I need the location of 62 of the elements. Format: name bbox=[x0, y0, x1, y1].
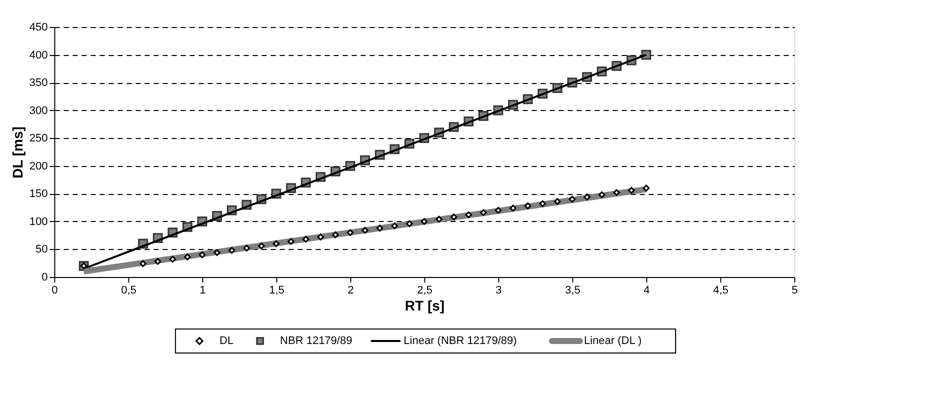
y-tick-label: 250 bbox=[29, 132, 48, 145]
x-tick-label: 1 bbox=[200, 284, 206, 296]
legend-label: Linear (NBR 12179/89) bbox=[404, 335, 517, 347]
point bbox=[524, 202, 532, 210]
x-tick-label: 2,5 bbox=[417, 284, 432, 296]
point bbox=[598, 191, 606, 198]
point bbox=[554, 198, 561, 205]
y-tick-label: 200 bbox=[29, 160, 48, 172]
point bbox=[332, 231, 339, 238]
point bbox=[510, 204, 516, 212]
point bbox=[465, 211, 472, 218]
x-tick-label: 3 bbox=[496, 284, 502, 296]
y-axis-title: DL [ms] bbox=[9, 126, 26, 178]
y-tick-label: 450 bbox=[29, 22, 48, 34]
point bbox=[258, 242, 265, 250]
x-tick-label: 3,5 bbox=[565, 284, 580, 296]
point bbox=[584, 194, 590, 200]
point bbox=[317, 234, 324, 240]
y-tick-label: 350 bbox=[29, 77, 48, 90]
y-tick-label: 300 bbox=[29, 104, 48, 117]
x-tick-label: 0 bbox=[52, 284, 58, 296]
point bbox=[243, 244, 250, 252]
point bbox=[642, 184, 650, 192]
point bbox=[346, 229, 354, 236]
point bbox=[539, 200, 546, 208]
point bbox=[140, 260, 146, 268]
point bbox=[568, 196, 576, 203]
point bbox=[450, 214, 458, 220]
legend-label: NBR 12179/89 bbox=[280, 335, 352, 347]
point bbox=[391, 222, 398, 230]
point bbox=[228, 246, 236, 254]
point bbox=[436, 216, 442, 223]
point bbox=[302, 236, 310, 243]
x-tick-label: 4,5 bbox=[713, 284, 728, 296]
point bbox=[272, 240, 280, 248]
point bbox=[214, 249, 220, 256]
point bbox=[420, 218, 428, 225]
point bbox=[406, 220, 413, 228]
x-tick-label: 2 bbox=[348, 284, 354, 296]
point bbox=[198, 251, 206, 258]
y-tick-label: 400 bbox=[29, 49, 48, 62]
y-tick-label: 50 bbox=[35, 244, 48, 256]
point bbox=[184, 254, 191, 260]
x-tick-label: 1,5 bbox=[269, 284, 284, 296]
point bbox=[154, 258, 162, 265]
x-tick-label: 4 bbox=[644, 284, 650, 296]
x-tick-label: 5 bbox=[792, 284, 798, 296]
point bbox=[288, 238, 294, 245]
point bbox=[362, 226, 368, 234]
x-tick-label: 0,5 bbox=[121, 284, 136, 296]
point bbox=[480, 209, 487, 216]
point bbox=[169, 256, 176, 263]
point bbox=[628, 186, 635, 194]
point bbox=[494, 206, 502, 214]
legend-label: DL bbox=[219, 335, 234, 347]
legend-label: Linear (DL ) bbox=[584, 335, 642, 347]
point bbox=[613, 189, 620, 196]
y-tick-label: 0 bbox=[42, 272, 48, 284]
y-tick-label: 150 bbox=[29, 188, 48, 200]
y-tick-label: 100 bbox=[29, 216, 48, 228]
point bbox=[376, 224, 384, 232]
x-axis-title: RT [s] bbox=[404, 298, 445, 314]
